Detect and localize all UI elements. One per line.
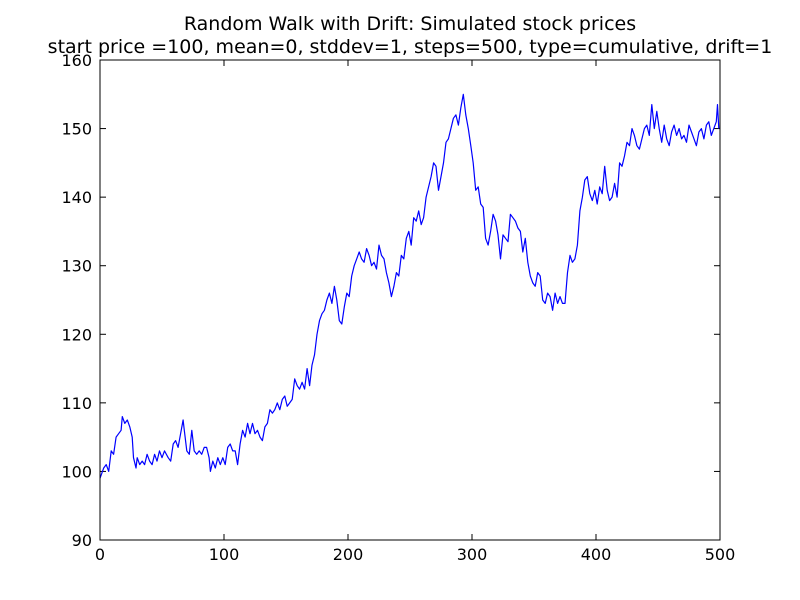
x-tick-label: 100 (209, 545, 240, 564)
y-tick-label: 90 (72, 531, 92, 550)
y-tick-label: 140 (61, 188, 92, 207)
plot-frame (99, 59, 721, 541)
chart-title: Random Walk with Drift: Simulated stock … (184, 13, 636, 35)
series-line (99, 93, 720, 479)
x-tick-label: 400 (581, 545, 612, 564)
y-tick-label: 150 (61, 120, 92, 139)
y-tick-label: 120 (61, 325, 92, 344)
y-tick-label: 130 (61, 257, 92, 276)
x-tick-label: 300 (457, 545, 488, 564)
x-tick-label: 500 (705, 545, 736, 564)
y-tick-label: 110 (61, 394, 92, 413)
tick-label-group: 0 100 200 300 400 500 90 100 110 120 130 140 150 160 (61, 51, 735, 564)
x-tick-label: 0 (95, 545, 105, 564)
tick-group (99, 59, 721, 541)
x-tick-label: 200 (333, 545, 364, 564)
y-tick-label: 160 (61, 51, 92, 70)
chart-subtitle: start price =100, mean=0, stddev=1, step… (48, 36, 773, 58)
y-tick-label: 100 (61, 462, 92, 481)
